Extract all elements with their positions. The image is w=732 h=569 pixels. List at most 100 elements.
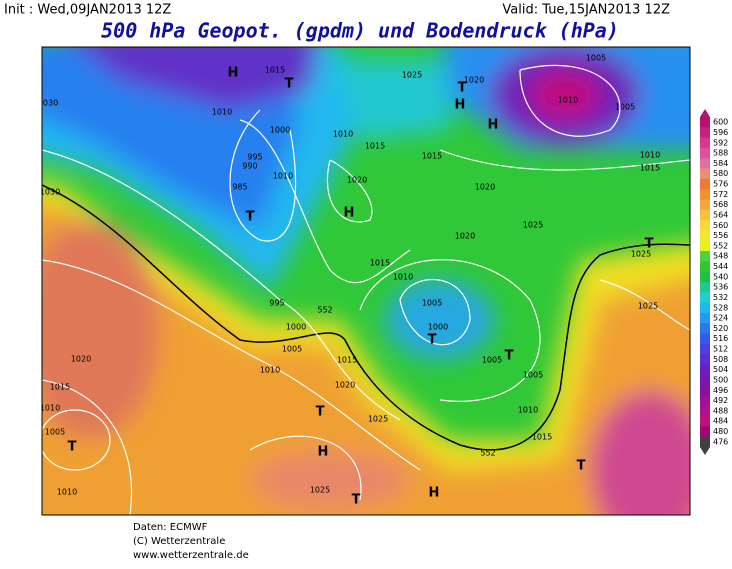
- pressure-center: H: [455, 98, 466, 113]
- colorbar-label: 600: [713, 118, 728, 127]
- colorbar-swatch: [700, 251, 710, 262]
- isobar-label: 1015: [265, 66, 285, 75]
- isobar-label: 990: [242, 162, 257, 171]
- isobar-label: 1000: [270, 126, 290, 135]
- colorbar-swatch: [700, 282, 710, 293]
- colorbar-swatch: [700, 189, 710, 200]
- colorbar-swatch: [700, 405, 710, 417]
- colorbar-swatch: [700, 333, 710, 345]
- colorbar-label: 504: [713, 365, 728, 374]
- isobar-label: 1005: [422, 299, 442, 308]
- isobar-label: 1015: [370, 259, 390, 268]
- colorbar-swatch: [700, 230, 710, 242]
- isobar-label: 1010: [640, 151, 660, 160]
- isobar-label: 1025: [310, 486, 330, 495]
- isobar-label: 1010: [260, 366, 280, 375]
- isobar-label: 1005: [586, 54, 606, 63]
- isobar-label: 1000: [286, 323, 306, 332]
- isobar-label: 995: [269, 299, 284, 308]
- colorbar-label: 552: [713, 241, 728, 250]
- pressure-center: H: [228, 66, 239, 81]
- colorbar-swatch: [700, 385, 710, 396]
- colorbar-swatch: [700, 127, 710, 139]
- colorbar-swatch: [700, 292, 710, 304]
- pressure-center: T: [316, 405, 325, 420]
- colorbar-label: 592: [713, 138, 728, 147]
- isobar-label: 1020: [71, 355, 91, 364]
- colorbar-swatch: [700, 343, 710, 355]
- pressure-center: H: [429, 486, 440, 501]
- colorbar-label: 572: [713, 190, 728, 199]
- pressure-center: T: [505, 349, 514, 364]
- isobar-label: 552: [480, 449, 495, 458]
- valid-time: Valid: Tue,15JAN2013 12Z: [502, 3, 670, 18]
- isobar-label: 1015: [50, 383, 70, 392]
- colorbar-bottom: [700, 447, 710, 455]
- isobar-label: 1010: [333, 130, 353, 139]
- pressure-center: T: [645, 237, 654, 252]
- colorbar-label: 520: [713, 324, 728, 333]
- colorbar-label: 512: [713, 345, 728, 354]
- isobar-label: 1025: [638, 302, 658, 311]
- isobar-label: 1010: [558, 96, 578, 105]
- colorbar-label: 556: [713, 231, 728, 240]
- footer-source: Daten: ECMWF: [133, 522, 208, 533]
- colorbar-label: 564: [713, 210, 728, 219]
- colorbar-label: 524: [713, 314, 728, 323]
- colorbar-swatch: [700, 178, 710, 190]
- isobar-label: 1015: [422, 152, 442, 161]
- isobar-label: 1020: [464, 76, 484, 85]
- pressure-center: H: [488, 118, 499, 133]
- isobar-label: 1030: [38, 99, 58, 108]
- colorbar-label: 488: [713, 406, 728, 415]
- isobar-label: 1025: [368, 415, 388, 424]
- colorbar-swatch: [700, 416, 710, 427]
- colorbar-swatch: [700, 271, 710, 283]
- isobar-label: 1025: [402, 71, 422, 80]
- isobar-label: 1020: [347, 176, 367, 185]
- isobar-label: 1020: [455, 232, 475, 241]
- pressure-center: H: [318, 445, 329, 460]
- colorbar-swatch: [700, 168, 710, 180]
- colorbar-swatch: [700, 199, 710, 211]
- isobar-label: 1020: [335, 381, 355, 390]
- init-time: Init : Wed,09JAN2013 12Z: [4, 3, 171, 18]
- isobar-label: 1015: [337, 356, 357, 365]
- colorbar-swatch: [700, 436, 710, 448]
- isobar-label: 1020: [475, 183, 495, 192]
- isobar-label: 552: [317, 306, 332, 315]
- colorbar-swatch: [700, 147, 710, 159]
- colorbar-label: 484: [713, 417, 728, 426]
- isobar-label: 1010: [57, 488, 77, 497]
- isobar-label: 1005: [615, 103, 635, 112]
- footer-url: www.wetterzentrale.de: [133, 550, 249, 561]
- colorbar-label: 500: [713, 375, 728, 384]
- map-frame: [41, 46, 691, 516]
- isobar-label: 1030: [40, 188, 60, 197]
- colorbar-top: [700, 109, 710, 117]
- isobar-label: 985: [232, 183, 247, 192]
- colorbar-label: 596: [713, 128, 728, 137]
- isobar-label: 1015: [365, 142, 385, 151]
- colorbar-swatch: [700, 240, 710, 252]
- isobar-label: 1015: [640, 164, 660, 173]
- colorbar-label: 492: [713, 396, 728, 405]
- isobar-label: 1010: [40, 404, 60, 413]
- colorbar-swatch: [700, 354, 710, 365]
- pressure-center: T: [352, 493, 361, 508]
- colorbar-label: 528: [713, 303, 728, 312]
- isobar-label: 1010: [518, 406, 538, 415]
- isobar-label: 1005: [482, 356, 502, 365]
- colorbar-swatch: [700, 209, 710, 221]
- colorbar-swatch: [700, 323, 710, 335]
- isobar-label: 1005: [45, 428, 65, 437]
- colorbar-label: 560: [713, 221, 728, 230]
- colorbar-label: 568: [713, 200, 728, 209]
- map: 1030 1015 1025 1020 1005 1010 1005 1010 1015 1010…: [38, 47, 690, 515]
- title: 500 hPa Geopot. (gpdm) und Bodendruck (h…: [101, 19, 619, 43]
- isobar-label: 1010: [212, 108, 232, 117]
- colorbar-label: 536: [713, 283, 728, 292]
- colorbar-label: 508: [713, 355, 728, 364]
